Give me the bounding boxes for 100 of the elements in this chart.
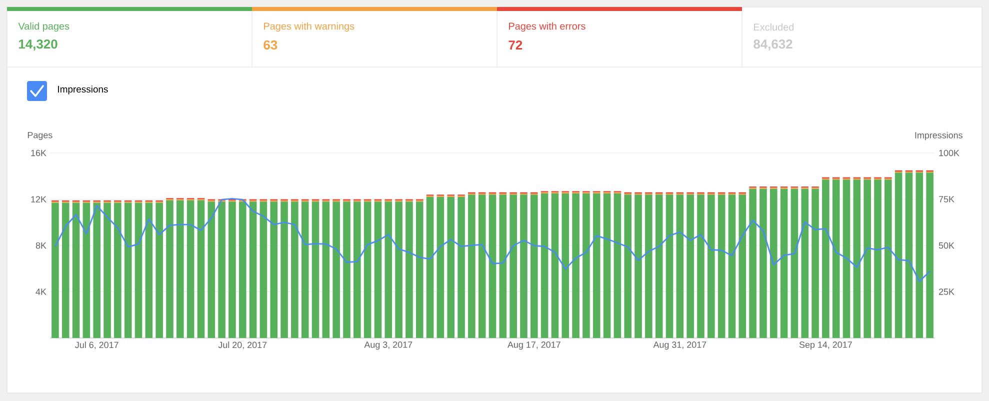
bar	[499, 194, 507, 338]
bar	[697, 194, 704, 338]
bar	[520, 194, 528, 338]
y-axis-title: Pages	[28, 132, 52, 140]
bar	[364, 202, 372, 338]
bar	[72, 202, 80, 338]
bar	[416, 202, 424, 338]
bar	[343, 202, 350, 338]
bar	[145, 202, 153, 338]
bar	[82, 202, 90, 338]
bar	[436, 196, 444, 338]
bar	[686, 194, 694, 338]
bar	[614, 193, 622, 338]
bar	[551, 193, 559, 338]
bar	[270, 202, 278, 338]
bar	[592, 193, 600, 338]
bar	[832, 180, 840, 338]
bar	[926, 172, 934, 338]
bar	[426, 196, 434, 338]
text: 14,320	[19, 39, 58, 51]
bar	[395, 202, 402, 338]
bar	[749, 188, 756, 338]
bar	[655, 194, 663, 338]
bar	[114, 202, 122, 338]
bar	[582, 193, 590, 338]
x-tick-label: Jul 6, 2017	[75, 342, 118, 350]
bar	[562, 193, 570, 338]
bar	[218, 202, 226, 338]
bar	[291, 202, 298, 338]
y2-tick-label: 100K	[939, 150, 960, 156]
bar	[853, 180, 861, 338]
x-tick-label: Jul 20, 2017	[218, 342, 267, 350]
x-tick-label: Aug 17, 2017	[507, 342, 560, 350]
bar	[676, 194, 684, 338]
bar	[260, 202, 268, 338]
y-tick-label: 4K	[36, 288, 46, 295]
bar	[280, 202, 288, 338]
y2-axis-title: Impressions	[915, 132, 962, 140]
bar	[645, 194, 652, 338]
bar	[228, 202, 236, 338]
bar	[801, 188, 809, 338]
y2-tick-label: 50K	[938, 242, 954, 249]
bar	[488, 194, 496, 338]
text: Valid pages	[18, 22, 70, 32]
bar	[197, 200, 205, 338]
bar	[864, 180, 871, 338]
bar	[905, 172, 913, 338]
bar	[52, 202, 59, 338]
bar	[156, 202, 163, 338]
y2-tick-label: 75K	[938, 196, 954, 202]
bar	[93, 202, 100, 338]
y-tick-label: 16K	[31, 150, 46, 156]
bar	[186, 200, 194, 338]
bar	[510, 194, 517, 338]
bar	[238, 202, 246, 338]
bar	[447, 196, 455, 338]
bar	[374, 202, 382, 338]
text: 72	[508, 40, 522, 50]
bar	[780, 188, 788, 338]
text: Pages with warnings	[264, 22, 354, 32]
line-series	[54, 198, 931, 282]
text: 63	[264, 40, 278, 50]
x-tick-label: Aug 31, 2017	[653, 342, 706, 350]
bar	[478, 194, 486, 338]
y-tick-label: 12K	[31, 196, 46, 202]
bar	[624, 194, 632, 338]
x-tick-label: Sep 14, 2017	[799, 342, 852, 350]
bar	[874, 180, 882, 338]
legend-label: Impressions	[58, 86, 108, 94]
bar	[842, 180, 850, 338]
bar	[728, 194, 736, 338]
bar	[708, 194, 715, 338]
bar	[894, 172, 902, 338]
y-tick-label: 8K	[36, 242, 46, 249]
bar	[166, 200, 174, 338]
bar	[603, 193, 611, 338]
bar	[406, 202, 413, 338]
text: Pages with errors	[509, 22, 586, 32]
bar	[530, 194, 538, 338]
bar	[458, 196, 465, 338]
bar	[634, 194, 642, 338]
bar	[760, 188, 767, 338]
bar	[62, 202, 70, 338]
bar	[770, 188, 778, 338]
bar	[322, 202, 330, 338]
bar	[124, 202, 132, 338]
x-tick-label: Aug 3, 2017	[364, 342, 412, 350]
bar	[540, 193, 548, 338]
bar	[176, 200, 184, 338]
bar	[572, 193, 580, 338]
bar	[134, 202, 142, 338]
bar	[884, 180, 892, 338]
bar	[718, 194, 726, 338]
bar	[384, 202, 392, 338]
bar	[822, 180, 830, 338]
bar	[790, 188, 798, 338]
bar	[666, 194, 674, 338]
bar	[301, 202, 309, 338]
bar	[208, 202, 216, 338]
bar	[312, 202, 320, 338]
